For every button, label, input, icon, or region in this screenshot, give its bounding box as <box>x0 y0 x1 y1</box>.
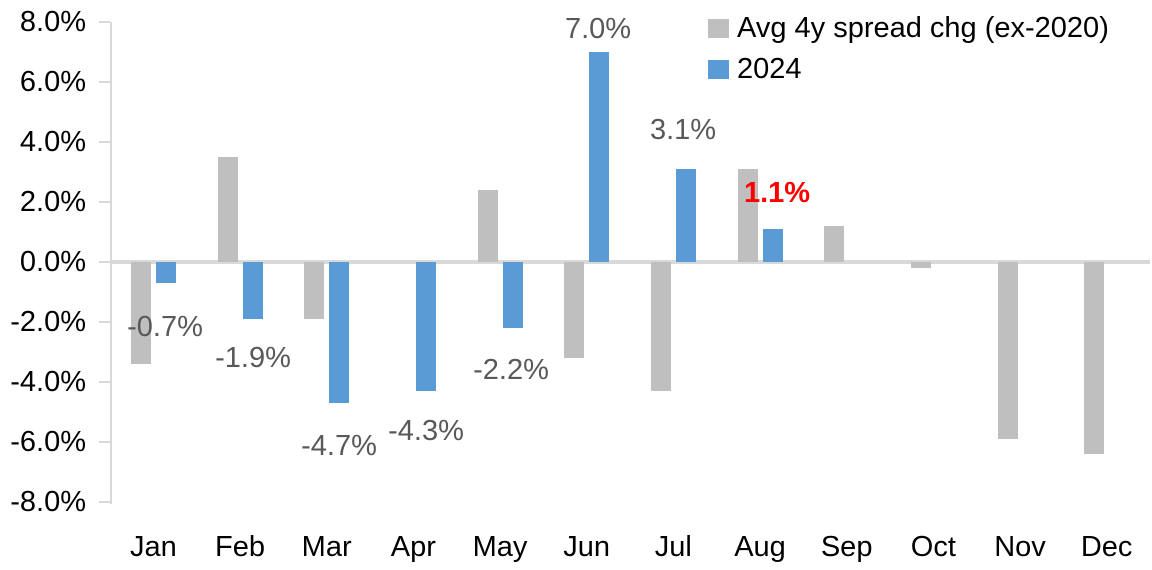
y-axis-label: 6.0% <box>19 66 86 98</box>
x-axis-label-aug: Aug <box>734 531 786 563</box>
legend-label-avg-spread: Avg 4y spread chg (ex-2020) <box>737 12 1109 44</box>
bar-avg-4y-spread-chg-ex-2020-jul <box>650 262 671 391</box>
bar-2024-may <box>502 262 523 328</box>
legend-swatch-blue <box>708 60 729 79</box>
y-axis-tick <box>99 261 110 263</box>
y-axis-label: -8.0% <box>10 486 86 518</box>
data-label-feb: -1.9% <box>215 342 291 374</box>
x-axis-label-sep: Sep <box>820 531 873 563</box>
y-axis-tick <box>99 501 110 503</box>
bar-avg-4y-spread-chg-ex-2020-jan <box>130 262 151 364</box>
x-axis-label-oct: Oct <box>910 531 956 563</box>
bar-avg-4y-spread-chg-ex-2020-oct <box>910 262 931 268</box>
x-axis-label-jun: Jun <box>563 531 611 563</box>
y-axis-label: -6.0% <box>10 426 86 458</box>
legend-label-2024: 2024 <box>737 53 802 85</box>
y-axis-label: -2.0% <box>10 306 86 338</box>
data-label-may: -2.2% <box>473 354 549 386</box>
y-axis-tick <box>99 201 110 203</box>
bar-avg-4y-spread-chg-ex-2020-jun <box>564 262 585 358</box>
x-axis-label-mar: Mar <box>301 531 352 563</box>
y-axis-tick <box>99 381 110 383</box>
data-label-mar: -4.7% <box>301 430 377 462</box>
legend-item-2024: 2024 <box>708 49 1109 90</box>
data-label-jan: -0.7% <box>127 311 203 343</box>
data-label-aug: 1.1% <box>743 177 811 209</box>
y-axis-label: 8.0% <box>19 6 86 38</box>
bar-2024-jul <box>675 169 696 262</box>
y-axis-label: 0.0% <box>19 246 86 278</box>
bar-avg-4y-spread-chg-ex-2020-mar <box>304 262 325 319</box>
data-label-jun: 7.0% <box>564 13 632 45</box>
bar-avg-4y-spread-chg-ex-2020-feb <box>217 157 238 262</box>
x-axis-label-jan: Jan <box>129 531 177 563</box>
legend-swatch-gray <box>708 19 729 38</box>
y-axis-tick <box>99 321 110 323</box>
bar-avg-4y-spread-chg-ex-2020-aug <box>737 169 758 262</box>
bar-2024-feb <box>242 262 263 319</box>
y-axis-tick <box>99 141 110 143</box>
bar-2024-aug <box>762 229 783 262</box>
y-axis-label: -4.0% <box>10 366 86 398</box>
y-axis-tick <box>99 21 110 23</box>
x-axis-label-nov: Nov <box>994 531 1046 563</box>
y-axis-label: 4.0% <box>19 126 86 158</box>
x-axis-label-jul: Jul <box>654 531 692 563</box>
x-axis-label-apr: Apr <box>390 531 436 563</box>
y-axis-tick <box>99 81 110 83</box>
x-axis-label-may: May <box>472 531 528 563</box>
y-axis-tick <box>99 441 110 443</box>
legend: Avg 4y spread chg (ex-2020) 2024 <box>708 8 1109 90</box>
bar-avg-4y-spread-chg-ex-2020-sep <box>824 226 845 262</box>
zero-gridline <box>110 260 1150 264</box>
y-axis-label: 2.0% <box>19 186 86 218</box>
bar-avg-4y-spread-chg-ex-2020-may <box>477 190 498 262</box>
bar-2024-jun <box>589 52 610 262</box>
bar-avg-4y-spread-chg-ex-2020-nov <box>997 262 1018 439</box>
x-axis-label-feb: Feb <box>215 531 265 563</box>
data-label-jul: 3.1% <box>649 114 717 146</box>
bar-2024-mar <box>329 262 350 403</box>
data-label-apr: -4.3% <box>388 415 464 447</box>
bar-avg-4y-spread-chg-ex-2020-dec <box>1084 262 1105 454</box>
legend-item-avg-spread: Avg 4y spread chg (ex-2020) <box>708 8 1109 49</box>
bar-2024-jan <box>155 262 176 283</box>
bar-2024-apr <box>415 262 436 391</box>
x-axis-label-dec: Dec <box>1080 531 1133 563</box>
